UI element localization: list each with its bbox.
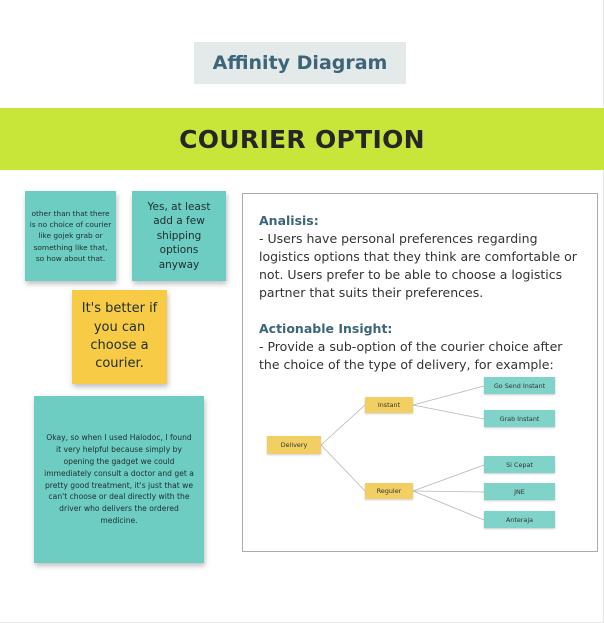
analysis-text-block: Analisis: - Users have personal preferen… [259, 212, 585, 374]
sticky-note-text: Yes, at least add a few shipping options… [147, 200, 211, 271]
connector-instant-gosend [412, 385, 485, 406]
node-jne: JNE [484, 483, 555, 500]
connector-root-reguler [320, 444, 366, 492]
sticky-note-choose-courier: It's better if you can choose a courier. [72, 290, 167, 384]
node-instant: Instant [365, 397, 413, 413]
analysis-body: - Users have personal preferences regard… [259, 231, 577, 300]
node-label: Instant [377, 401, 401, 409]
page-title: Affinity Diagram [194, 42, 406, 84]
sticky-note-halodoc: Okay, so when I used Halodoc, I found it… [34, 396, 204, 563]
connector-reguler-sicepat [412, 464, 485, 492]
node-label: Si Cepat [506, 460, 533, 469]
sticky-note-text: other than that there is no choice of co… [29, 209, 112, 263]
sticky-note-courier-choice: other than that there is no choice of co… [25, 191, 116, 281]
node-label: Delivery [280, 441, 308, 449]
analysis-panel: Analisis: - Users have personal preferen… [242, 193, 598, 552]
node-label: Reguler [376, 487, 402, 495]
sticky-note-text: It's better if you can choose a courier. [81, 301, 158, 372]
section-banner: COURIER OPTION [0, 108, 604, 170]
node-label: JNE [514, 487, 525, 496]
connector-reguler-anteraja [412, 490, 485, 521]
page-title-text: Affinity Diagram [212, 52, 388, 74]
connector-reguler-jne [412, 490, 485, 493]
insight-body: - Provide a sub-option of the courier ch… [259, 339, 563, 372]
node-grab-instant: Grab Instant [484, 410, 555, 427]
tree-connectors [320, 385, 485, 521]
analysis-heading: Analisis: [259, 213, 319, 228]
insight-heading: Actionable Insight: [259, 321, 393, 336]
node-si-cepat: Si Cepat [484, 456, 555, 473]
node-reguler: Reguler [365, 483, 413, 499]
node-label: Grab Instant [499, 414, 540, 423]
sticky-note-text: Okay, so when I used Halodoc, I found it… [44, 433, 194, 525]
node-anteraja: Anteraja [484, 511, 555, 528]
node-delivery: Delivery [267, 436, 321, 454]
node-label: Anteraja [505, 515, 534, 524]
node-go-send-instant: Go Send Instant [484, 377, 555, 394]
sticky-note-shipping-options: Yes, at least add a few shipping options… [132, 191, 226, 281]
connector-instant-grab [412, 404, 485, 420]
section-banner-text: COURIER OPTION [179, 124, 425, 154]
connector-root-instant [320, 404, 366, 446]
node-label: Go Send Instant [493, 381, 546, 390]
